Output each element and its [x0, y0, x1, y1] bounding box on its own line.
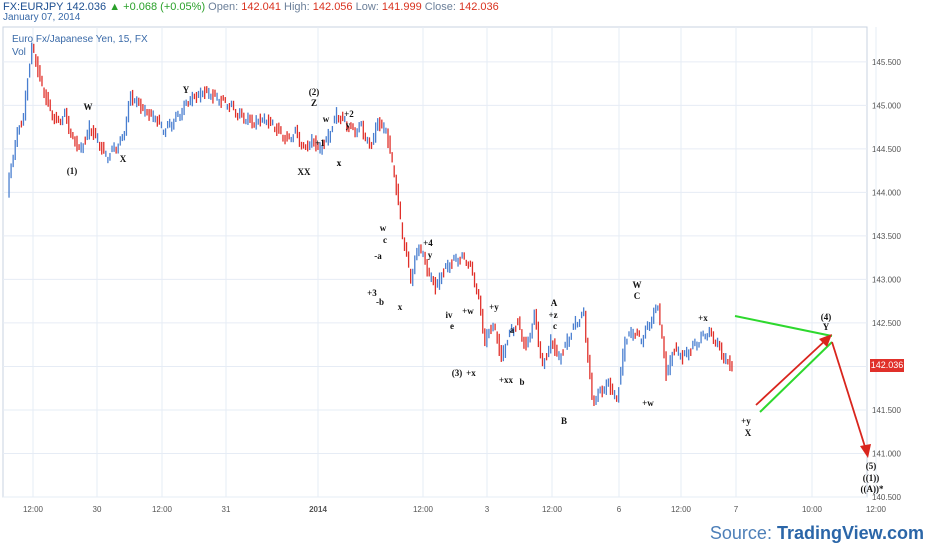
wave-label: (4) [821, 312, 832, 322]
wave-label: +y [489, 302, 499, 312]
close-label: Close: [424, 1, 456, 13]
wave-label: +z [548, 310, 557, 320]
wave-label: C [634, 291, 641, 301]
x-tick-label: 12:00 [152, 505, 173, 514]
wave-label: +2 [344, 109, 354, 119]
wave-label: +w [642, 398, 654, 408]
symbol-header: FX:EURJPY 142.036 ▲ +0.068 (+0.05%) Open… [3, 1, 499, 13]
close-value: 142.036 [459, 1, 499, 13]
source-prefix: Source: [709, 523, 777, 543]
wave-label: (3) [452, 368, 463, 378]
x-tick-label: 12:00 [23, 505, 44, 514]
low-value: 141.999 [381, 1, 422, 13]
y-tick-label: 143.500 [872, 232, 901, 241]
open-value: 142.041 [241, 1, 281, 13]
wave-label: c [383, 235, 387, 245]
wave-label: +1 [315, 138, 325, 148]
vol-label: Vol [12, 47, 26, 58]
wave-label: (1) [67, 166, 78, 176]
wave-label: B [561, 416, 567, 426]
x-tick-label: 30 [93, 505, 102, 514]
wave-label: y [346, 120, 351, 130]
y-tick-label: 141.000 [872, 449, 901, 458]
wave-label: -b [376, 297, 384, 307]
wave-label: e [450, 321, 454, 331]
wave-label: Y [183, 85, 190, 95]
x-tick-label: 31 [222, 505, 231, 514]
y-tick-label: 142.500 [872, 319, 901, 328]
last-price: 142.036 [66, 1, 107, 13]
x-tick-label: 12:00 [542, 505, 563, 514]
wave-label: w [380, 223, 387, 233]
price-badge: 142.036 [870, 359, 904, 372]
wave-label: ((1)) [863, 473, 880, 483]
wave-label: a [510, 325, 515, 335]
open-label: Open: [208, 1, 239, 13]
wave-label: +x [698, 313, 708, 323]
projection-arrow [831, 341, 867, 451]
wave-label: X [120, 154, 127, 164]
y-tick-label: 141.500 [872, 406, 901, 415]
x-tick-label: 7 [734, 505, 739, 514]
chart-title: Euro Fx/Japanese Yen, 15, FX [12, 34, 148, 45]
wave-label: -a [374, 251, 382, 261]
wave-label: w [323, 114, 330, 124]
arrowhead-icon [860, 444, 871, 458]
x-tick-label: 10:00 [802, 505, 823, 514]
y-tick-label: 144.500 [872, 145, 901, 154]
wave-label: +xx [499, 375, 514, 385]
y-tick-label: 144.000 [872, 188, 901, 197]
wave-label: y [428, 250, 433, 260]
y-tick-label: 145.500 [872, 58, 901, 67]
y-tick-label: 143.000 [872, 275, 901, 284]
wave-label: X [745, 428, 752, 438]
wave-label: W [633, 280, 642, 290]
x-tick-label: 12:00 [413, 505, 434, 514]
wave-label: +x [466, 368, 476, 378]
wave-label: c [553, 321, 557, 331]
projection-line [759, 341, 833, 413]
wave-label: Z [311, 98, 317, 108]
projection-arrow [755, 337, 829, 406]
wave-label: W [84, 102, 93, 112]
wave-label: +w [462, 306, 474, 316]
wave-label: x [337, 158, 342, 168]
up-arrow-icon: ▲ [109, 1, 121, 13]
high-value: 142.056 [312, 1, 353, 13]
wave-label: b [519, 377, 524, 387]
y-tick-label: 140.500 [872, 493, 901, 502]
wave-label: +y [741, 416, 751, 426]
x-tick-label: 3 [485, 505, 490, 514]
x-tick-label: 12:00 [671, 505, 692, 514]
projection-line [734, 315, 833, 337]
wave-label: x [398, 302, 403, 312]
high-label: High: [284, 1, 310, 13]
x-tick-label: 12:00 [866, 505, 887, 514]
wave-label: (5) [866, 461, 877, 471]
wave-label: XX [298, 167, 311, 177]
change: +0.068 (+0.05%) [123, 1, 206, 13]
date-label: January 07, 2014 [3, 12, 81, 23]
wave-label: iv [445, 310, 453, 320]
wave-label: A [551, 298, 558, 308]
wave-label: +3 [367, 288, 377, 298]
x-tick-label: 2014 [309, 505, 327, 514]
wave-label: +4 [423, 238, 433, 248]
x-tick-label: 6 [617, 505, 622, 514]
y-tick-label: 145.000 [872, 101, 901, 110]
source-name: TradingView.com [776, 523, 924, 543]
wave-label: Y [823, 322, 830, 332]
arrowhead-icon [819, 334, 832, 347]
wave-label: ((A))* [861, 484, 884, 494]
wave-label: (2) [309, 87, 320, 97]
source-credit: Source: TradingView.com [710, 523, 924, 544]
wave-label: x [337, 158, 342, 168]
symbol: FX:EURJPY [3, 1, 64, 13]
low-label: Low: [355, 1, 379, 13]
